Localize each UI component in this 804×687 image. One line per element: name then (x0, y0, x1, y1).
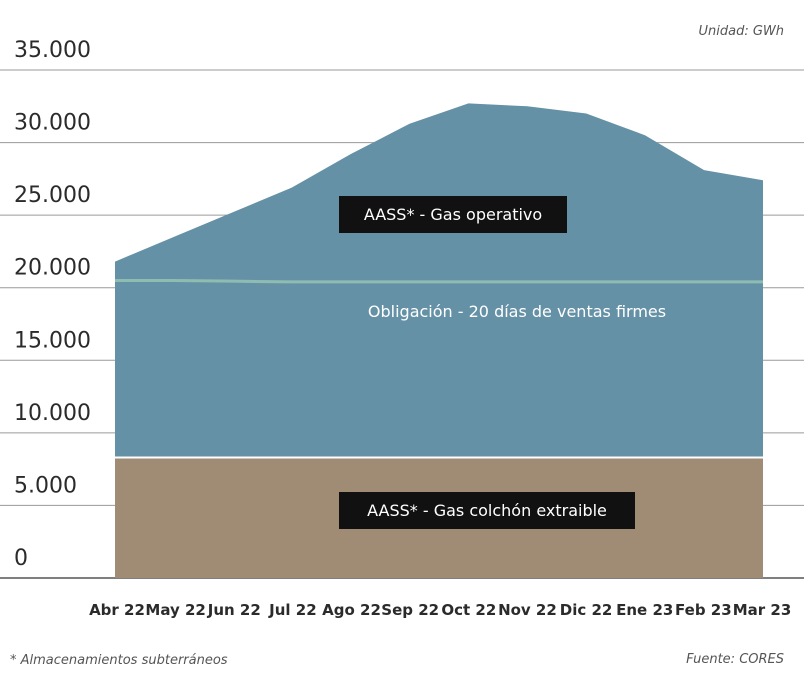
label-gas-colchon-text: AASS* - Gas colchón extraible (367, 501, 607, 520)
y-axis-ticks: 0 5.000 10.000 15.000 20.000 25.000 30.000 35.0… (14, 38, 91, 571)
label-gas-colchon: AASS* - Gas colchón extraible (339, 492, 635, 529)
label-obligacion: Obligación - 20 días de ventas firmes (368, 302, 666, 321)
y-tick-label: 35.000 (14, 38, 91, 63)
x-tick-label: Ago 22 (322, 601, 381, 619)
x-tick-label: Abr 22 (89, 601, 145, 619)
label-gas-colchon-box (339, 492, 635, 529)
label-gas-operativo-box (339, 196, 567, 233)
obligation-line-layer (115, 278, 763, 284)
footnote: * Almacenamientos subterráneos (10, 653, 228, 668)
unit-note: Unidad: GWh (698, 24, 784, 39)
y-tick-label: 0 (14, 546, 28, 571)
y-tick-label: 25.000 (14, 183, 91, 208)
x-tick-label: Jul 22 (268, 601, 317, 619)
x-tick-label: Oct 22 (441, 601, 496, 619)
x-tick-label: Ene 23 (616, 601, 673, 619)
x-tick-label: Dic 22 (560, 601, 613, 619)
x-tick-label: May 22 (145, 601, 205, 619)
x-tick-label: Feb 23 (675, 601, 732, 619)
y-tick-label: 5.000 (14, 473, 77, 498)
label-gas-operativo: AASS* - Gas operativo (339, 196, 567, 233)
x-tick-label: Nov 22 (498, 601, 557, 619)
obligation-line (115, 278, 763, 284)
x-tick-label: Sep 22 (381, 601, 439, 619)
y-tick-label: 30.000 (14, 111, 91, 136)
x-tick-label: Jun 22 (207, 601, 261, 619)
x-axis-ticks: Abr 22 May 22 Jun 22 Jul 22 Ago 22 Sep 22 Oct … (89, 601, 791, 619)
label-gas-operativo-text: AASS* - Gas operativo (364, 205, 542, 224)
y-tick-label: 20.000 (14, 256, 91, 281)
x-tick-label: Mar 23 (733, 601, 792, 619)
y-tick-label: 10.000 (14, 401, 91, 426)
source-note: Fuente: CORES (686, 652, 784, 667)
y-tick-label: 15.000 (14, 328, 91, 353)
